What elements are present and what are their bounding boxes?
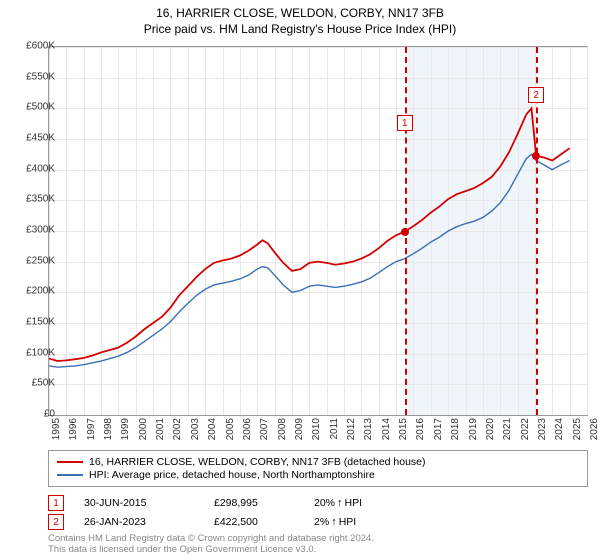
gridline-v <box>587 47 588 415</box>
x-axis-label: 2010 <box>311 418 322 448</box>
title-address: 16, HARRIER CLOSE, WELDON, CORBY, NN17 3… <box>0 6 600 20</box>
x-axis-label: 2020 <box>485 418 496 448</box>
y-axis-label: £550K <box>11 71 55 82</box>
x-axis-label: 2003 <box>190 418 201 448</box>
legend-label: HPI: Average price, detached house, Nort… <box>89 469 375 481</box>
x-axis-label: 2021 <box>502 418 513 448</box>
x-axis-label: 2016 <box>415 418 426 448</box>
x-axis-label: 2017 <box>433 418 444 448</box>
x-axis-label: 2006 <box>242 418 253 448</box>
y-axis-label: £200K <box>11 286 55 297</box>
event-row: 1 30-JUN-2015 £298,995 20% ↑ HPI <box>48 495 588 511</box>
x-axis-label: 2005 <box>225 418 236 448</box>
event-row: 2 26-JAN-2023 £422,500 2% ↑ HPI <box>48 514 588 530</box>
event-marker-box: 2 <box>48 514 64 530</box>
footer-attribution: Contains HM Land Registry data © Crown c… <box>48 534 374 556</box>
chart-svg <box>49 47 587 415</box>
events-table: 1 30-JUN-2015 £298,995 20% ↑ HPI 2 26-JA… <box>48 492 588 533</box>
y-axis-label: £150K <box>11 317 55 328</box>
x-axis-label: 1996 <box>68 418 79 448</box>
x-axis-label: 1998 <box>103 418 114 448</box>
y-axis-label: £400K <box>11 163 55 174</box>
x-axis-label: 2004 <box>207 418 218 448</box>
y-axis-label: £100K <box>11 347 55 358</box>
event-price: £298,995 <box>214 497 294 509</box>
x-axis-label: 2012 <box>346 418 357 448</box>
x-axis-label: 2025 <box>572 418 583 448</box>
x-axis-label: 2008 <box>277 418 288 448</box>
arrow-up-icon: ↑ <box>337 497 343 509</box>
y-axis-label: £600K <box>11 41 55 52</box>
plot-area: 12 <box>48 46 588 416</box>
x-axis-label: 2018 <box>450 418 461 448</box>
y-axis-label: £500K <box>11 102 55 113</box>
x-axis-label: 2000 <box>138 418 149 448</box>
marker-dot <box>401 228 409 236</box>
marker-box: 1 <box>397 115 413 131</box>
chart-container: 16, HARRIER CLOSE, WELDON, CORBY, NN17 3… <box>0 0 600 560</box>
x-axis-label: 1995 <box>51 418 62 448</box>
y-axis-label: £350K <box>11 194 55 205</box>
legend-swatch <box>57 461 83 463</box>
x-axis-label: 2024 <box>554 418 565 448</box>
x-axis-label: 2026 <box>589 418 600 448</box>
x-axis-label: 2009 <box>294 418 305 448</box>
x-axis-label: 2019 <box>468 418 479 448</box>
x-axis-label: 2023 <box>537 418 548 448</box>
series-line-price_paid <box>49 108 570 361</box>
legend-item: 16, HARRIER CLOSE, WELDON, CORBY, NN17 3… <box>57 456 579 468</box>
series-line-hpi <box>49 154 570 367</box>
x-axis-label: 1999 <box>120 418 131 448</box>
x-axis-label: 2022 <box>520 418 531 448</box>
x-axis-label: 2014 <box>381 418 392 448</box>
legend-box: 16, HARRIER CLOSE, WELDON, CORBY, NN17 3… <box>48 450 588 487</box>
y-axis-label: £0 <box>11 409 55 420</box>
x-axis-label: 2013 <box>363 418 374 448</box>
x-axis-label: 2007 <box>259 418 270 448</box>
event-price: £422,500 <box>214 516 294 528</box>
y-axis-label: £250K <box>11 255 55 266</box>
x-axis-label: 2011 <box>329 418 340 448</box>
titles: 16, HARRIER CLOSE, WELDON, CORBY, NN17 3… <box>0 0 600 36</box>
event-change: 20% ↑ HPI <box>314 497 404 509</box>
arrow-up-icon: ↑ <box>331 516 337 528</box>
marker-dot <box>532 152 540 160</box>
event-change: 2% ↑ HPI <box>314 516 404 528</box>
title-subtitle: Price paid vs. HM Land Registry's House … <box>0 22 600 36</box>
x-axis-label: 1997 <box>86 418 97 448</box>
legend-label: 16, HARRIER CLOSE, WELDON, CORBY, NN17 3… <box>89 456 426 468</box>
event-marker-box: 1 <box>48 495 64 511</box>
legend-swatch <box>57 474 83 476</box>
event-date: 26-JAN-2023 <box>84 516 194 528</box>
event-date: 30-JUN-2015 <box>84 497 194 509</box>
x-axis-label: 2002 <box>172 418 183 448</box>
x-axis-label: 2001 <box>155 418 166 448</box>
y-axis-label: £300K <box>11 225 55 236</box>
footer-line: This data is licensed under the Open Gov… <box>48 545 374 556</box>
y-axis-label: £450K <box>11 133 55 144</box>
marker-box: 2 <box>528 87 544 103</box>
x-axis-label: 2015 <box>398 418 409 448</box>
legend-item: HPI: Average price, detached house, Nort… <box>57 469 579 481</box>
y-axis-label: £50K <box>11 378 55 389</box>
